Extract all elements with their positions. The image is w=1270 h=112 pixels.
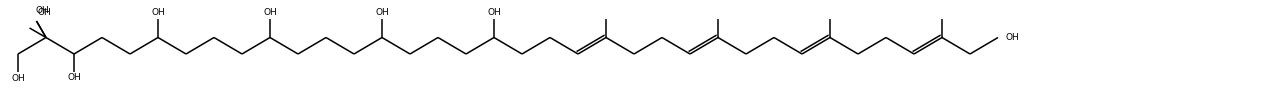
Text: OH: OH bbox=[1006, 33, 1020, 42]
Text: OH: OH bbox=[488, 8, 500, 16]
Text: OH: OH bbox=[263, 8, 277, 16]
Text: OH: OH bbox=[36, 5, 48, 14]
Text: OH: OH bbox=[375, 8, 389, 16]
Text: OH: OH bbox=[37, 8, 51, 16]
Text: OH: OH bbox=[151, 8, 165, 16]
Text: OH: OH bbox=[67, 73, 81, 82]
Text: OH: OH bbox=[11, 74, 25, 83]
